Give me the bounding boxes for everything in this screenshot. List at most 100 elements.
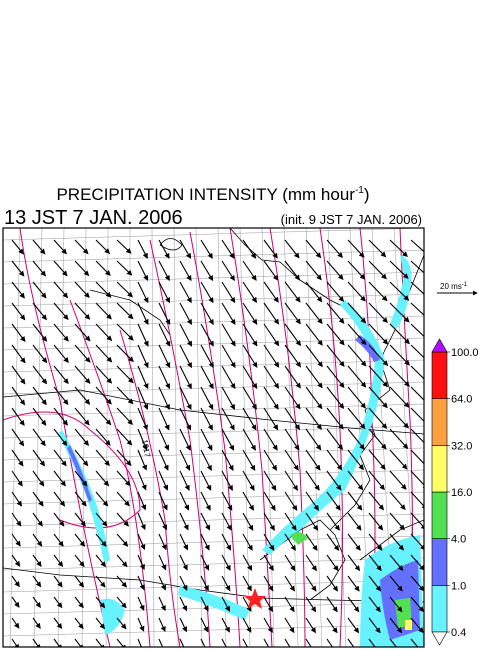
wind-arrow — [368, 533, 383, 551]
wind-arrow — [11, 365, 26, 385]
wind-arrow — [11, 428, 25, 447]
wind-arrow — [368, 638, 376, 647]
wind-arrow — [11, 470, 23, 487]
wind-arrow — [389, 260, 409, 279]
wind-arrow — [263, 575, 274, 592]
wind-arrow — [263, 596, 274, 613]
wind-arrow — [368, 449, 386, 470]
wind-arrow — [221, 470, 233, 491]
wind-arrow — [53, 638, 63, 647]
wind-arrow — [179, 554, 188, 571]
wind-arrow — [95, 470, 110, 487]
wind-arrow — [263, 260, 279, 281]
wind-arrow — [305, 533, 318, 551]
wind-arrow — [95, 302, 112, 320]
wind-arrow — [410, 596, 424, 613]
wind-arrow — [95, 344, 113, 363]
wind-arrow — [158, 365, 171, 390]
wind-arrow — [74, 302, 91, 320]
wind-arrow — [221, 638, 227, 647]
wind-arrow — [200, 596, 209, 612]
wind-arrow — [95, 365, 113, 384]
wind-arrow — [137, 554, 145, 571]
wind-arrow — [263, 428, 278, 451]
wind-arrow — [200, 512, 211, 531]
wind-arrow — [242, 554, 253, 572]
wind-arrow — [326, 260, 344, 281]
wind-arrow — [410, 365, 424, 380]
wind-arrow — [368, 554, 382, 572]
wind-arrow — [347, 491, 363, 511]
wind-arrow — [158, 239, 170, 259]
wind-arrow — [95, 596, 106, 609]
wind-arrow — [179, 512, 189, 531]
wind-arrow — [368, 260, 387, 280]
wind-arrow — [284, 491, 298, 511]
wind-arrow — [326, 344, 345, 367]
wind-arrow — [179, 449, 191, 471]
wind-arrow — [179, 344, 192, 369]
wind-arrow — [95, 512, 108, 527]
wind-arrow — [95, 533, 107, 547]
wind-arrow — [200, 407, 213, 431]
wind-arrow — [137, 386, 149, 410]
colorbar: 0.4 1.0 4.0 16.0 32.0 64.0 100.0 — [431, 338, 479, 646]
wind-arrow — [158, 302, 171, 326]
wind-arrow — [221, 365, 236, 390]
wind-arrow — [179, 617, 187, 633]
wind-arrow — [326, 302, 345, 324]
wind-arrow — [200, 428, 213, 451]
map: 1017 — [3, 228, 424, 647]
wind-arrow — [263, 386, 279, 410]
wind-arrow — [326, 449, 343, 471]
wind-arrow — [368, 365, 389, 388]
wind-arrow — [410, 638, 419, 647]
wind-arrow — [410, 449, 424, 470]
wind-arrow — [410, 260, 424, 274]
wind-arrow — [137, 512, 146, 531]
wind-arrow — [116, 470, 131, 487]
wind-arrow — [305, 365, 323, 389]
wind-arrow — [32, 260, 47, 277]
wind-arrow — [53, 512, 65, 527]
wind-arrow — [221, 491, 233, 511]
wind-arrow — [200, 323, 214, 347]
wind-arrow — [158, 491, 168, 511]
wind-arrow — [284, 575, 295, 592]
wind-arrow — [284, 596, 295, 613]
wind-arrow — [95, 449, 110, 467]
wind-arrow — [347, 617, 360, 634]
wind-arrow — [284, 386, 301, 410]
wind-arrow — [116, 638, 127, 647]
wind-arrow — [179, 239, 192, 259]
wind-arrow — [221, 428, 235, 451]
wind-arrow — [347, 638, 355, 647]
colorbar-segment — [431, 351, 448, 399]
wind-arrow — [200, 302, 214, 326]
wind-arrow — [326, 407, 344, 430]
wind-arrow — [158, 512, 168, 531]
wind-arrow — [32, 344, 48, 364]
wind-arrow — [368, 617, 381, 634]
wind-arrow — [326, 281, 345, 303]
wind-arrow — [116, 407, 133, 426]
wind-arrow — [368, 386, 388, 409]
wind-arrow — [263, 323, 280, 347]
wind-arrow — [200, 449, 212, 471]
wind-arrow — [305, 302, 323, 325]
wind-arrow — [116, 596, 127, 609]
wind-arrow — [347, 323, 367, 346]
isobar-label: 1017 — [140, 439, 152, 459]
wind-arrow — [11, 344, 26, 364]
station-marker — [244, 588, 266, 609]
wind-arrow — [410, 575, 424, 592]
wind-arrow — [32, 449, 46, 467]
wind-arrow — [200, 575, 209, 592]
wind-arrow — [53, 281, 69, 299]
wind-arrow — [221, 386, 236, 410]
wind-arrow — [284, 554, 296, 572]
wind-arrow — [368, 575, 382, 592]
wind-arrow — [116, 512, 129, 527]
wind-arrow — [158, 470, 169, 491]
wind-arrow — [221, 617, 230, 633]
